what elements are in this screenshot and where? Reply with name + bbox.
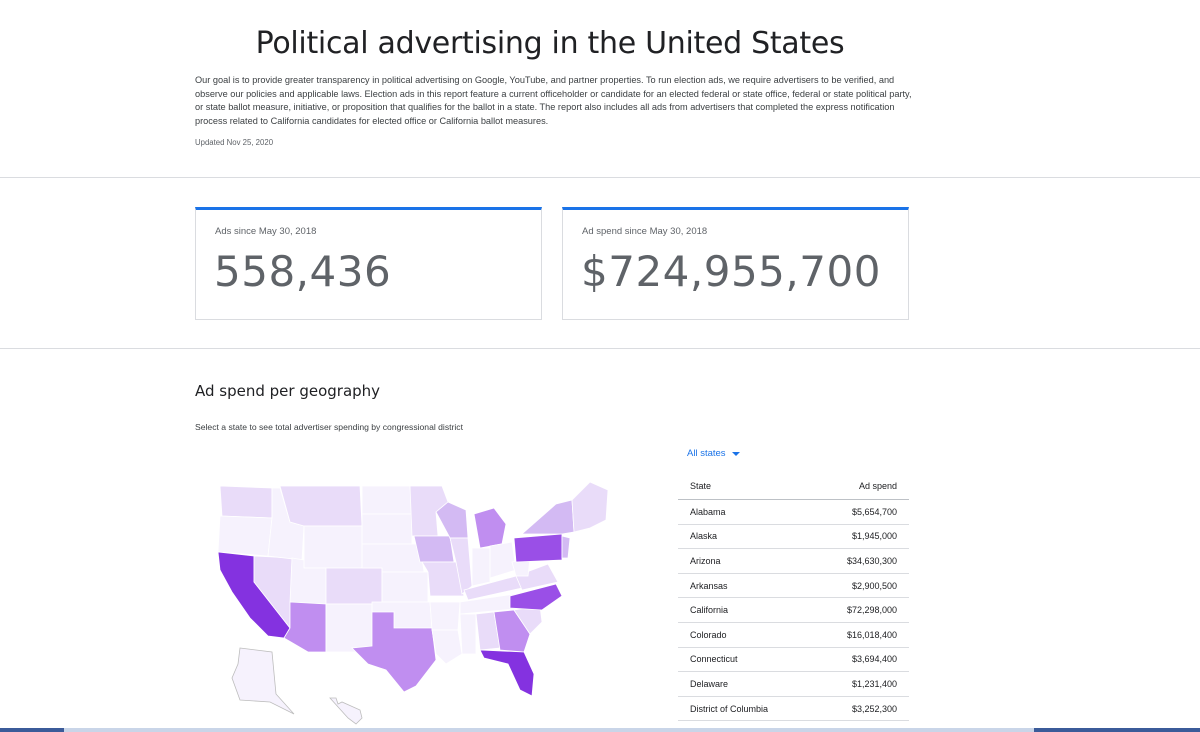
os-taskbar [0,728,1200,732]
state-name: California [690,605,729,616]
state-ad-spend: $5,654,700 [851,506,897,517]
us-state-map[interactable] [210,478,640,732]
map-state-hawaii[interactable] [329,697,363,725]
column-header-state[interactable]: State [690,480,712,491]
map-state-mississippi[interactable] [459,613,477,655]
state-ad-spend: $3,694,400 [851,654,897,665]
section-divider [0,177,1200,178]
map-state-texas[interactable] [351,611,437,693]
map-state-alaska[interactable] [231,647,295,715]
state-ad-spend: $34,630,300 [846,555,897,566]
map-state-arkansas[interactable] [429,601,461,631]
ad-spend-card: Ad spend since May 30, 2018 $724,955,700 [562,207,909,320]
state-spend-table: State Ad spend Alabama $5,654,700 Alaska… [678,472,909,722]
map-state-new-england[interactable] [571,481,609,533]
map-state-ohio[interactable] [489,541,517,579]
column-header-ad-spend[interactable]: Ad spend [858,480,897,491]
section-divider [0,348,1200,349]
state-ad-spend: $1,231,400 [851,678,897,689]
state-ad-spend: $16,018,400 [846,629,897,640]
geo-section-subtitle: Select a state to see total advertiser s… [195,422,463,432]
map-state-indiana[interactable] [471,547,491,587]
table-header: State Ad spend [678,472,909,500]
ad-spend-label: Ad spend since May 30, 2018 [582,226,708,237]
table-row[interactable]: Alabama $5,654,700 [678,500,909,525]
table-row[interactable]: Alaska $1,945,000 [678,525,909,550]
map-state-idaho[interactable] [267,487,305,561]
state-filter-dropdown[interactable]: All states [687,448,740,459]
map-state-south-dakota[interactable] [361,513,413,545]
state-name: Arkansas [690,580,728,591]
map-state-oregon[interactable] [217,515,273,557]
table-row[interactable]: California $72,298,000 [678,598,909,623]
state-name: Colorado [690,629,727,640]
ads-count-label: Ads since May 30, 2018 [215,226,317,237]
map-state-pennsylvania[interactable] [513,533,563,563]
intro-text: Our goal is to provide greater transpare… [195,75,912,126]
state-name: Alaska [690,531,718,542]
page-title: Political advertising in the United Stat… [255,26,845,61]
map-state-washington[interactable] [219,485,273,519]
table-row[interactable]: Delaware $1,231,400 [678,672,909,697]
map-state-north-dakota[interactable] [361,485,413,515]
state-name: Delaware [690,678,729,689]
table-row[interactable]: Arizona $34,630,300 [678,549,909,574]
map-state-arizona[interactable] [283,601,327,653]
map-state-colorado[interactable] [325,567,383,605]
state-filter-label: All states [687,448,726,459]
map-state-virginia[interactable] [515,563,559,591]
map-state-nebraska[interactable] [361,543,425,573]
map-state-new-york[interactable] [520,499,575,535]
ads-count-value: 558,436 [214,247,392,296]
map-state-north-carolina[interactable] [509,583,563,611]
map-state-wyoming[interactable] [303,525,363,569]
table-row[interactable]: Connecticut $3,694,400 [678,648,909,673]
state-ad-spend: $3,252,300 [851,703,897,714]
updated-date: Updated Nov 25, 2020 [195,138,274,147]
state-ad-spend: $2,900,500 [851,580,897,591]
state-name: District of Columbia [690,703,769,714]
table-row[interactable]: District of Columbia $3,252,300 [678,697,909,722]
state-name: Arizona [690,555,721,566]
map-state-kansas[interactable] [381,571,429,603]
map-state-montana[interactable] [279,485,363,527]
ad-spend-value: $724,955,700 [581,247,881,296]
map-state-wisconsin[interactable] [435,501,469,539]
table-row[interactable]: Colorado $16,018,400 [678,623,909,648]
state-ad-spend: $72,298,000 [846,605,897,616]
state-name: Connecticut [690,654,738,665]
map-state-michigan[interactable] [473,507,507,549]
map-state-louisiana[interactable] [431,629,463,665]
caret-down-icon [731,451,740,456]
taskbar-highlight [64,728,1034,732]
map-state-missouri[interactable] [421,561,465,597]
map-state-new-jersey[interactable] [561,535,571,559]
ads-count-card: Ads since May 30, 2018 558,436 [195,207,542,320]
map-state-iowa[interactable] [413,535,455,563]
state-name: Alabama [690,506,726,517]
table-row[interactable]: Arkansas $2,900,500 [678,574,909,599]
map-state-florida[interactable] [479,649,535,697]
state-ad-spend: $1,945,000 [851,531,897,542]
geo-section-title: Ad spend per geography [195,382,381,400]
map-state-new-mexico[interactable] [325,603,373,653]
